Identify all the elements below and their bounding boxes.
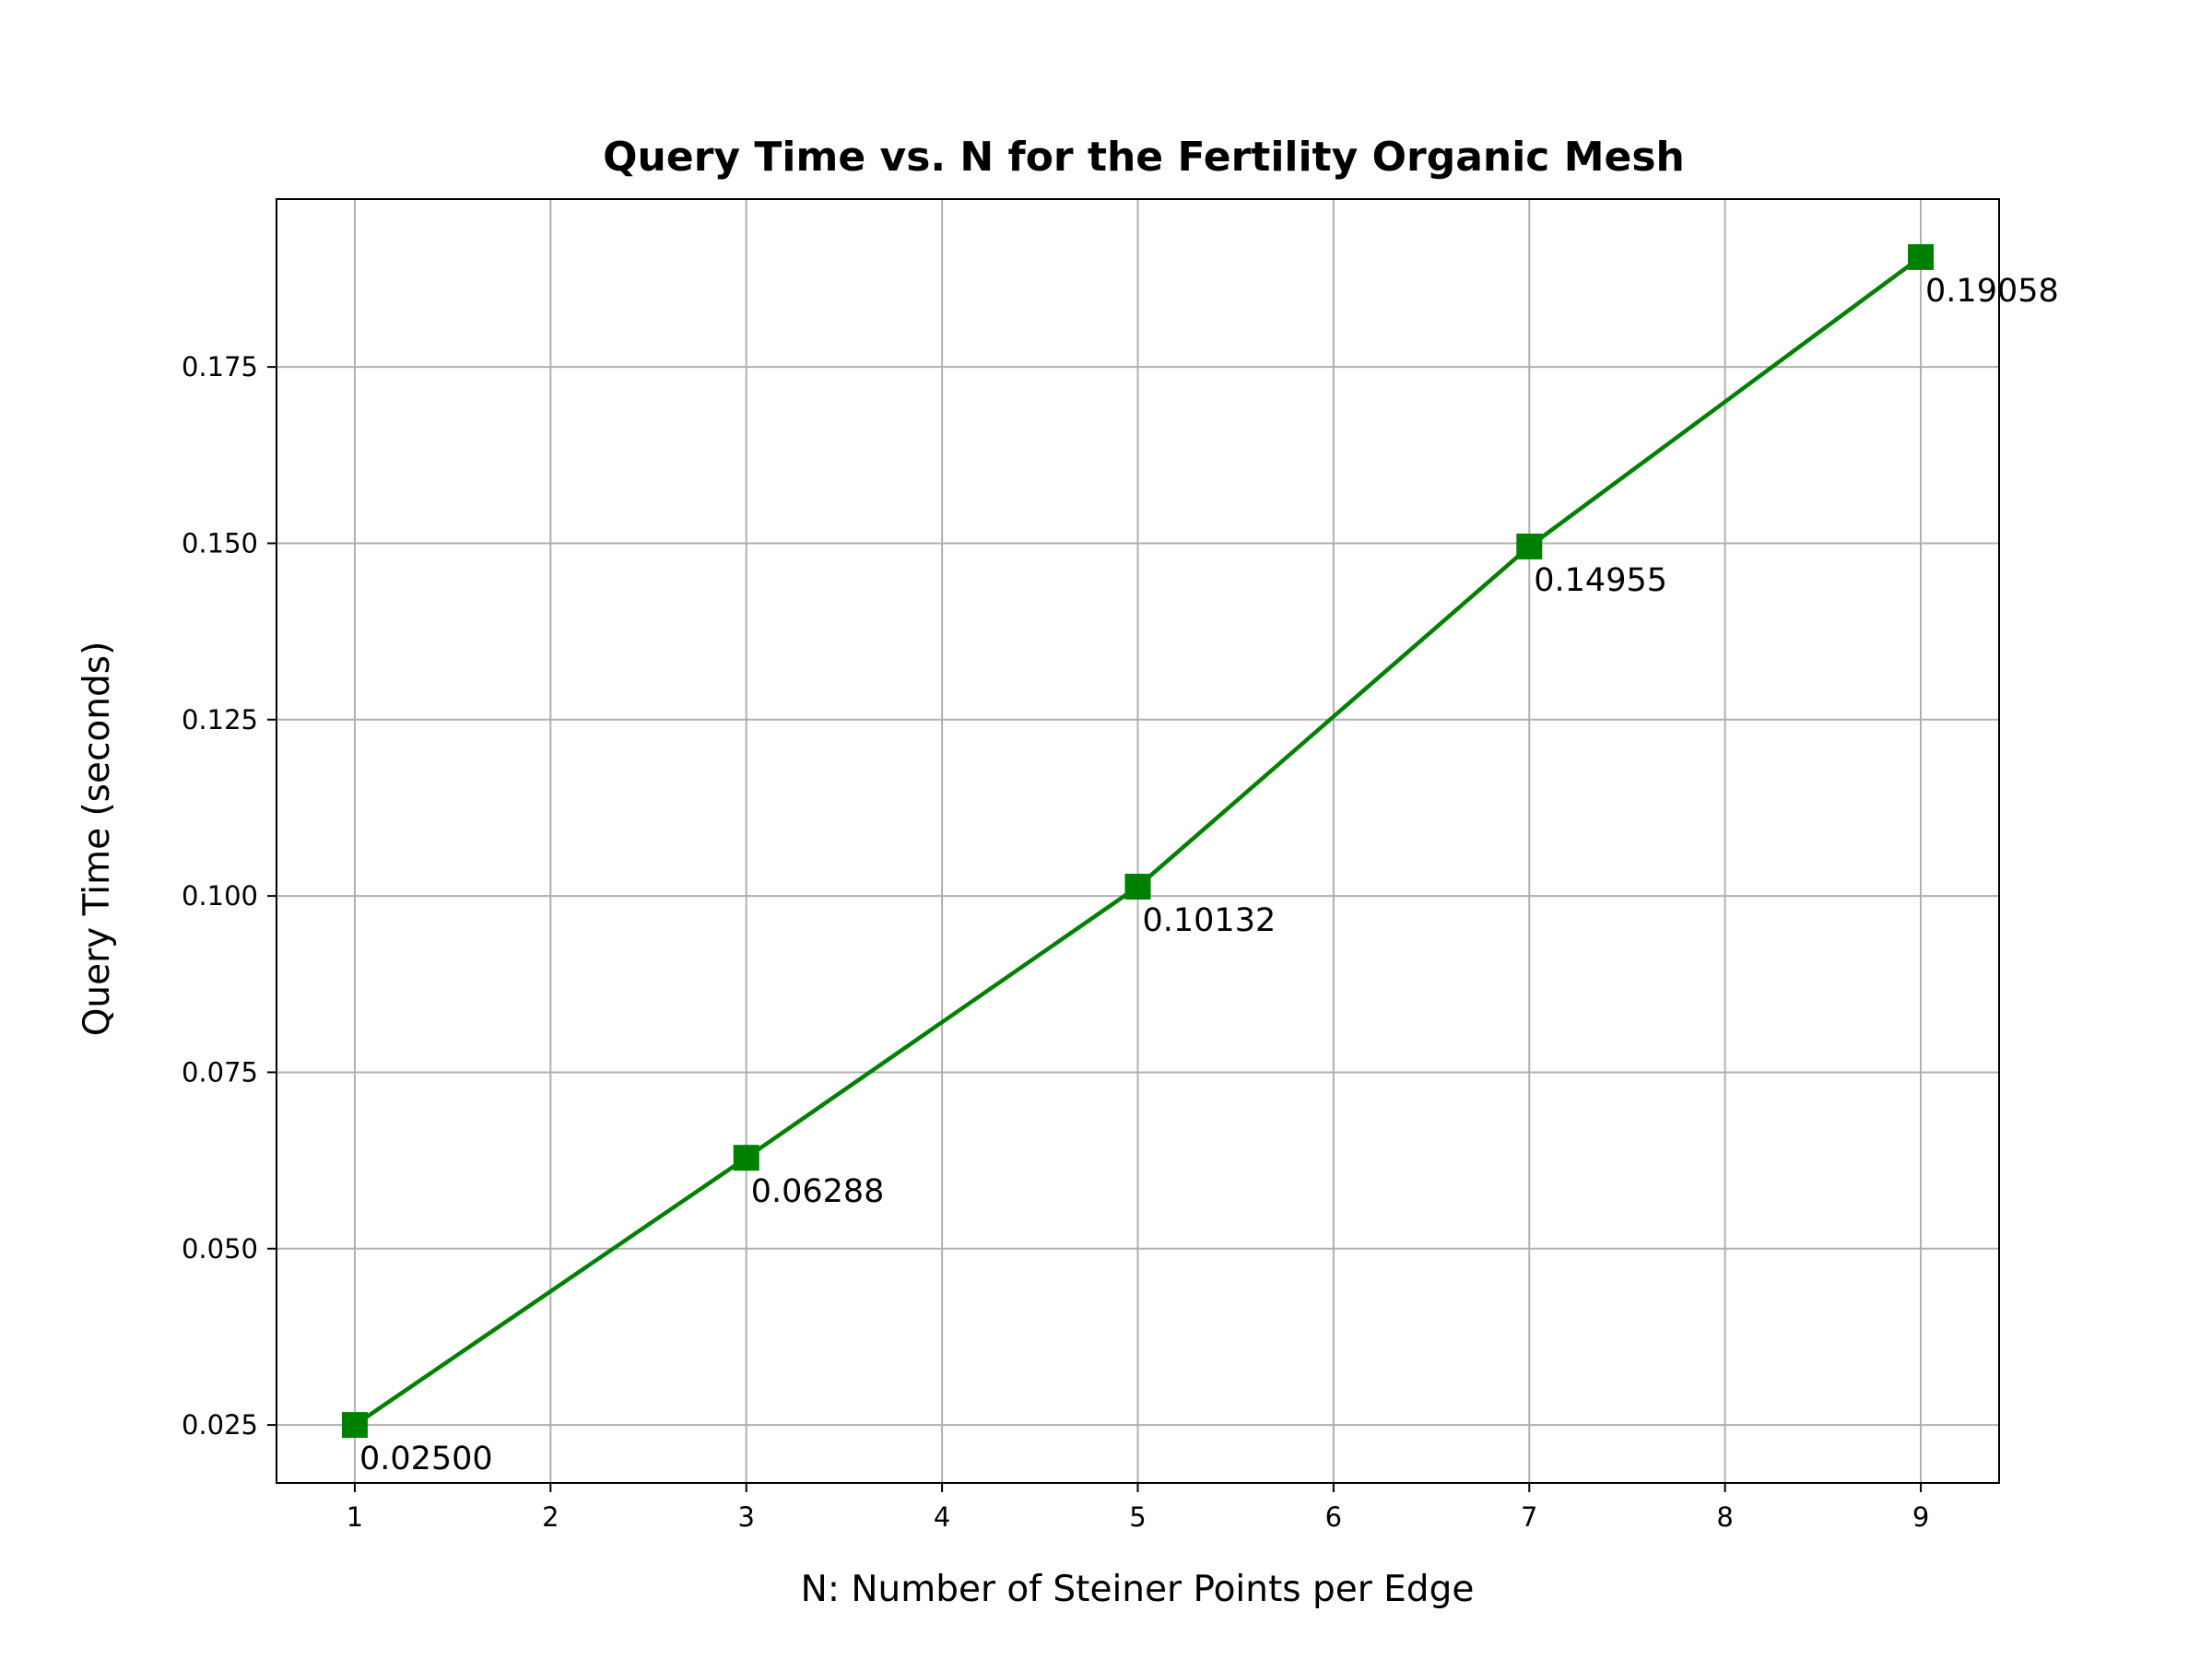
x-tick-label: 7 — [1521, 1501, 1537, 1533]
x-tick-label: 2 — [542, 1501, 559, 1533]
y-tick-label: 0.125 — [182, 704, 258, 735]
x-tick-label: 9 — [1912, 1501, 1929, 1533]
data-label-layer: 0.02500 0.06288 0.10132 0.14955 0.19058 — [359, 273, 2059, 1477]
data-point-marker — [1516, 533, 1543, 559]
data-label: 0.19058 — [1925, 273, 2059, 310]
y-tick-label: 0.100 — [182, 880, 258, 912]
data-label: 0.06288 — [751, 1173, 885, 1210]
y-axis-ticks: 0.025 0.050 0.075 0.100 0.125 0.150 0.175 — [182, 351, 276, 1441]
x-axis-label: N: Number of Steiner Points per Edge — [801, 1569, 1475, 1610]
x-tick-label: 3 — [738, 1501, 755, 1533]
y-tick-label: 0.025 — [182, 1409, 258, 1441]
data-point-marker — [1908, 243, 1935, 270]
x-tick-label: 5 — [1129, 1501, 1146, 1533]
data-label: 0.02500 — [359, 1441, 493, 1477]
y-tick-label: 0.150 — [182, 527, 258, 559]
data-label: 0.10132 — [1143, 902, 1277, 939]
x-tick-label: 4 — [934, 1501, 950, 1533]
data-label: 0.14955 — [1534, 562, 1667, 599]
marker-layer — [341, 243, 1935, 1439]
chart-title: Query Time vs. N for the Fertility Organ… — [603, 134, 1685, 181]
y-tick-label: 0.050 — [182, 1233, 258, 1265]
data-point-marker — [341, 1412, 368, 1439]
x-axis-ticks: 1 2 3 4 5 6 7 8 9 — [347, 1483, 1929, 1533]
y-axis-label: Query Time (seconds) — [76, 641, 118, 1037]
x-tick-label: 1 — [347, 1501, 363, 1533]
x-tick-label: 8 — [1716, 1501, 1733, 1533]
x-tick-label: 6 — [1325, 1501, 1342, 1533]
data-point-marker — [1124, 874, 1151, 900]
data-point-marker — [733, 1145, 759, 1171]
y-tick-label: 0.175 — [182, 351, 258, 382]
y-tick-label: 0.075 — [182, 1056, 258, 1088]
